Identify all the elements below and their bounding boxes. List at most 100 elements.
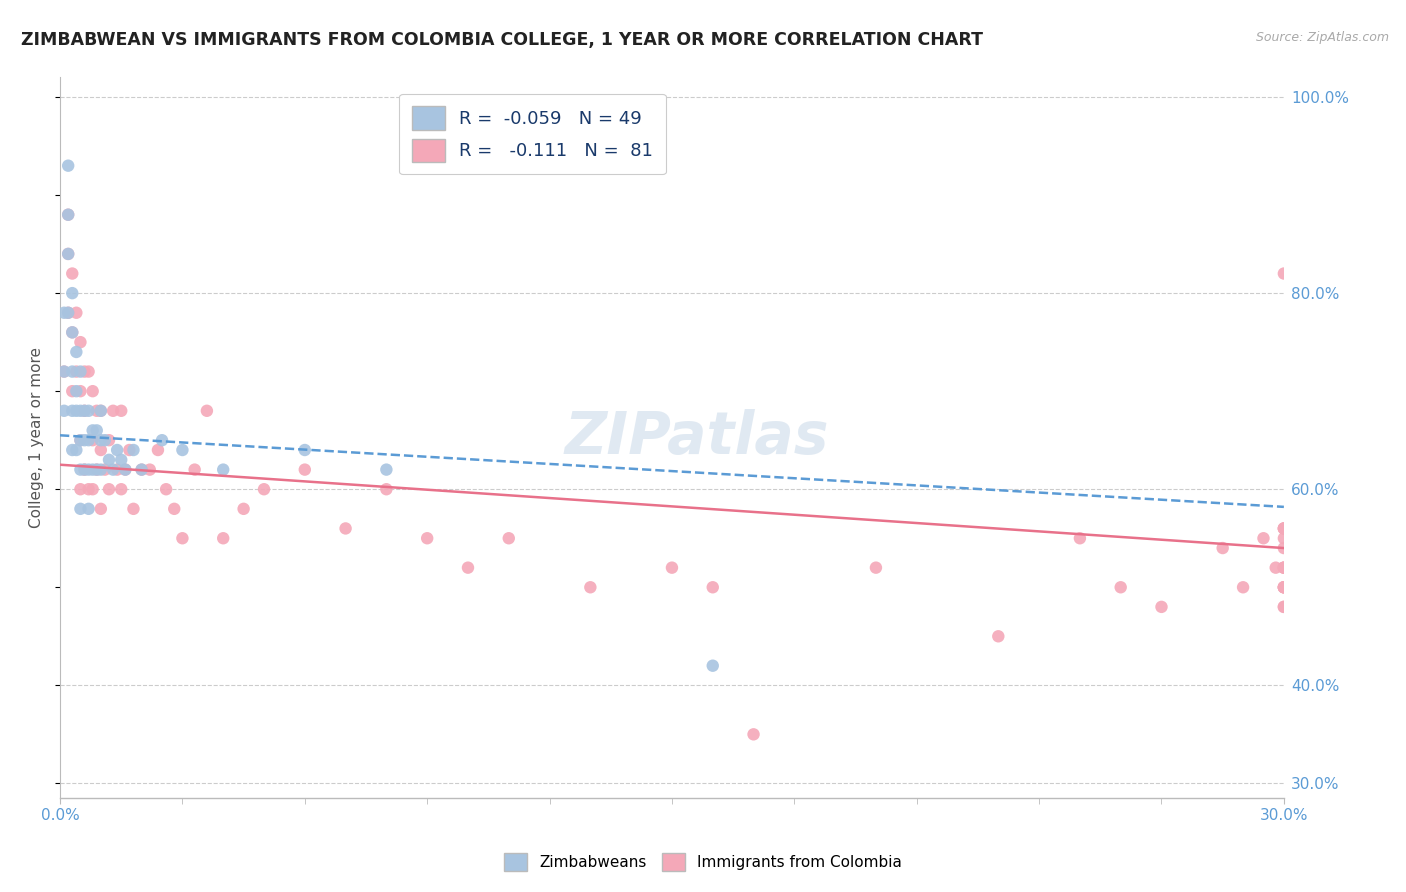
- Point: [65, 384, 87, 399]
- Point: [1232, 580, 1254, 594]
- Point: [1150, 599, 1173, 614]
- Point: [82, 424, 104, 438]
- Point: [1272, 580, 1295, 594]
- Point: [146, 442, 169, 457]
- Point: [1272, 531, 1295, 545]
- Point: [69, 384, 91, 399]
- Point: [98, 434, 121, 448]
- Point: [1109, 580, 1132, 594]
- Point: [498, 531, 520, 545]
- Point: [65, 365, 87, 379]
- Point: [73, 462, 96, 476]
- Point: [90, 404, 112, 418]
- Point: [1272, 580, 1295, 594]
- Point: [1272, 560, 1295, 574]
- Point: [58, 247, 80, 261]
- Point: [58, 247, 80, 261]
- Point: [294, 442, 316, 457]
- Point: [1069, 531, 1091, 545]
- Legend: R =  -0.059   N = 49, R =   -0.111   N =  81: R = -0.059 N = 49, R = -0.111 N = 81: [399, 94, 665, 174]
- Point: [94, 462, 117, 476]
- Point: [195, 404, 218, 418]
- Point: [94, 434, 117, 448]
- Point: [53, 365, 76, 379]
- Point: [114, 462, 136, 476]
- Point: [1272, 580, 1295, 594]
- Point: [77, 462, 100, 476]
- Point: [90, 442, 112, 457]
- Point: [73, 462, 96, 476]
- Point: [150, 434, 173, 448]
- Point: [86, 424, 108, 438]
- Point: [60, 442, 83, 457]
- Point: [661, 560, 683, 574]
- Point: [579, 580, 602, 594]
- Point: [114, 462, 136, 476]
- Point: [77, 365, 100, 379]
- Point: [77, 434, 100, 448]
- Point: [122, 442, 145, 457]
- Point: [65, 404, 87, 418]
- Point: [69, 434, 91, 448]
- Point: [110, 404, 132, 418]
- Point: [58, 306, 80, 320]
- Text: Source: ZipAtlas.com: Source: ZipAtlas.com: [1256, 31, 1389, 45]
- Point: [58, 306, 80, 320]
- Point: [118, 442, 141, 457]
- Point: [702, 658, 724, 673]
- Point: [60, 326, 83, 340]
- Point: [73, 434, 96, 448]
- Point: [1272, 521, 1295, 535]
- Point: [98, 482, 121, 496]
- Point: [86, 462, 108, 476]
- Point: [416, 531, 439, 545]
- Point: [60, 384, 83, 399]
- Point: [294, 462, 316, 476]
- Point: [110, 482, 132, 496]
- Point: [82, 434, 104, 448]
- Point: [457, 560, 479, 574]
- Text: ZIPatlas: ZIPatlas: [564, 409, 828, 467]
- Point: [90, 404, 112, 418]
- Point: [1272, 521, 1295, 535]
- Point: [865, 560, 887, 574]
- Point: [90, 434, 112, 448]
- Point: [101, 462, 124, 476]
- Point: [65, 306, 87, 320]
- Point: [53, 404, 76, 418]
- Point: [60, 404, 83, 418]
- Point: [58, 208, 80, 222]
- Point: [172, 442, 194, 457]
- Point: [1212, 541, 1234, 555]
- Point: [139, 462, 162, 476]
- Y-axis label: College, 1 year or more: College, 1 year or more: [30, 347, 44, 528]
- Point: [1272, 599, 1295, 614]
- Point: [1272, 541, 1295, 555]
- Point: [1272, 521, 1295, 535]
- Point: [1272, 560, 1295, 574]
- Point: [1272, 580, 1295, 594]
- Point: [73, 404, 96, 418]
- Point: [155, 482, 177, 496]
- Point: [105, 462, 128, 476]
- Point: [69, 434, 91, 448]
- Point: [69, 365, 91, 379]
- Point: [987, 629, 1010, 643]
- Point: [69, 501, 91, 516]
- Point: [69, 462, 91, 476]
- Point: [53, 365, 76, 379]
- Point: [375, 462, 398, 476]
- Point: [232, 501, 254, 516]
- Point: [86, 404, 108, 418]
- Point: [69, 404, 91, 418]
- Point: [253, 482, 276, 496]
- Point: [77, 404, 100, 418]
- Point: [131, 462, 153, 476]
- Point: [131, 462, 153, 476]
- Point: [53, 306, 76, 320]
- Point: [90, 501, 112, 516]
- Point: [77, 482, 100, 496]
- Point: [82, 462, 104, 476]
- Point: [172, 531, 194, 545]
- Point: [58, 159, 80, 173]
